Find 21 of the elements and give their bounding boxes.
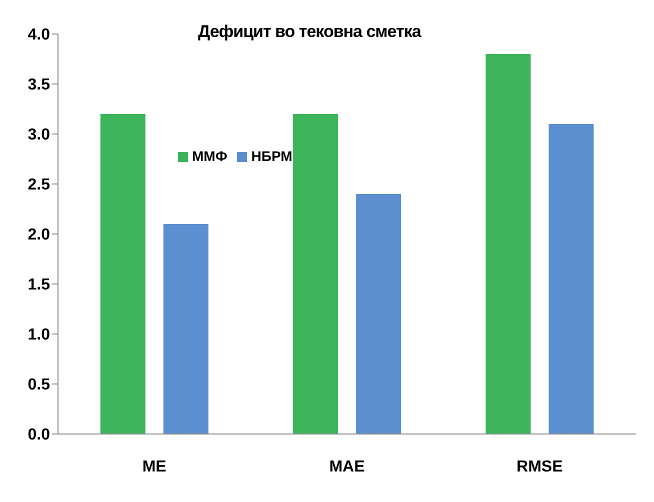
- x-tick-label: ME: [142, 458, 167, 476]
- y-tick-label: 0.0: [28, 426, 50, 444]
- x-tick-label: RMSE: [516, 458, 564, 476]
- y-tick-label: 3.5: [28, 76, 50, 94]
- y-tick-label: 2.0: [28, 226, 50, 244]
- bar: [486, 54, 531, 434]
- y-tick-label: 4.0: [28, 26, 50, 44]
- bar: [548, 124, 594, 434]
- bar: [293, 114, 338, 434]
- legend-label: НБРМ: [251, 148, 292, 164]
- chart-title: Дефицит во тековна сметка: [198, 22, 421, 42]
- bar: [100, 114, 146, 434]
- y-tick-label: 1.0: [28, 326, 50, 344]
- bar: [163, 224, 208, 434]
- y-tick-label: 2.5: [28, 176, 50, 194]
- bar: [356, 194, 402, 434]
- x-tick-label: MAE: [329, 458, 366, 476]
- y-tick-label: 0.5: [28, 376, 50, 394]
- y-tick-label: 1.5: [28, 276, 50, 294]
- y-tick-label: 3.0: [28, 126, 50, 144]
- legend-label: ММФ: [192, 148, 228, 164]
